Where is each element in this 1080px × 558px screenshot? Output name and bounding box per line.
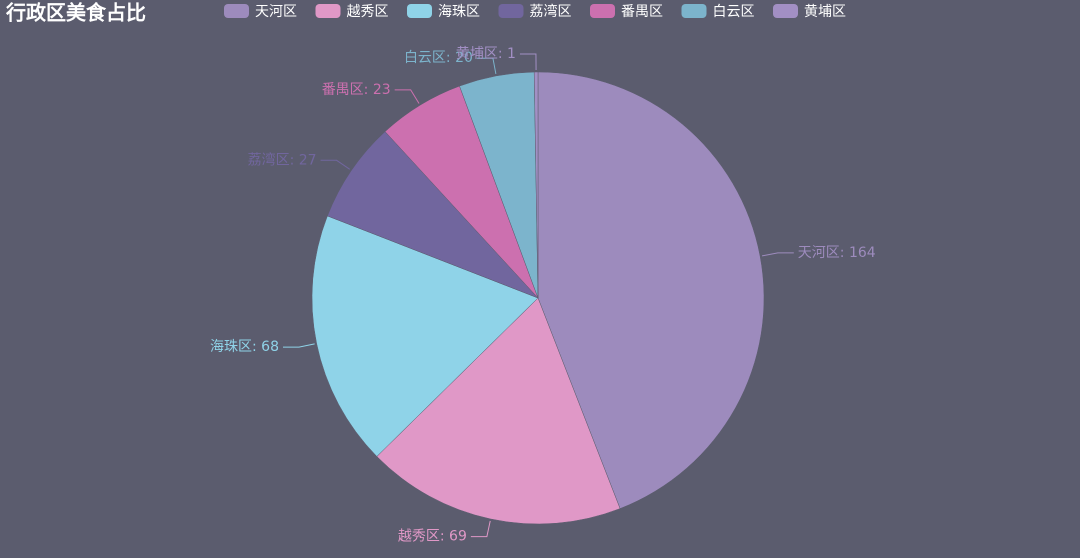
legend-label[interactable]: 黄埔区	[804, 3, 846, 20]
legend-swatch[interactable]	[773, 4, 798, 18]
data-label: 黄埔区: 1	[456, 45, 516, 62]
legend-swatch[interactable]	[315, 4, 341, 18]
data-label: 荔湾区: 27	[248, 151, 317, 168]
legend-label[interactable]: 天河区	[255, 4, 297, 20]
legend-swatch[interactable]	[498, 4, 524, 18]
pie-slice[interactable]	[327, 131, 539, 299]
data-label: 越秀区: 69	[398, 529, 467, 545]
legend-swatch[interactable]	[407, 4, 432, 18]
label-leader	[470, 520, 491, 538]
label-leader	[282, 343, 315, 348]
label-leader	[761, 252, 794, 257]
data-label: 天河区: 164	[798, 245, 876, 261]
legend-swatch[interactable]	[590, 4, 615, 18]
legend-swatch[interactable]	[224, 4, 249, 18]
legend-swatch[interactable]	[681, 4, 707, 18]
label-leader	[519, 53, 537, 71]
label-leader	[394, 89, 420, 104]
pie-slice[interactable]	[376, 297, 621, 525]
pie-slice[interactable]	[533, 71, 539, 299]
legend-label[interactable]: 番禺区	[621, 4, 663, 20]
data-label: 海珠区: 68	[210, 339, 279, 355]
data-label: 番禺区: 23	[322, 82, 391, 98]
label-leader	[476, 57, 497, 75]
legend-label[interactable]: 白云区	[713, 4, 755, 20]
legend-label[interactable]: 荔湾区	[530, 3, 572, 20]
legend-label[interactable]: 越秀区	[347, 4, 389, 20]
legend-label[interactable]: 海珠区	[438, 4, 480, 20]
label-leader	[320, 159, 351, 170]
chart-title: 行政区美食占比	[5, 1, 146, 25]
data-label: 白云区: 20	[404, 50, 473, 66]
pie-slice[interactable]	[537, 71, 765, 509]
